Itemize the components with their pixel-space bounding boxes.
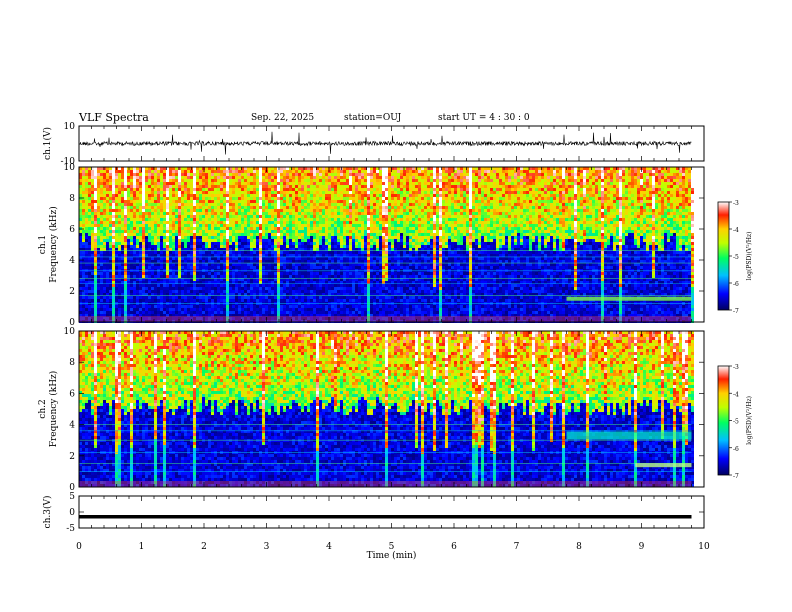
ch1-spectrogram-image [79, 167, 694, 323]
ch2-spectrogram-ylabel-channel: ch.2 [38, 399, 48, 418]
ch1-spectrogram-colorbar-tick-3: -6 [733, 281, 739, 288]
x-tick-label-1: 1 [139, 542, 145, 552]
station-label: station=OUJ [344, 113, 401, 123]
x-tick-label-5: 5 [389, 542, 395, 552]
x-tick-label-8: 8 [576, 542, 582, 552]
figure-title: VLF Spectra [79, 111, 149, 124]
ch1-waveform-panel: 10 -10 ch.1(V) [42, 122, 705, 167]
ch2-spectrogram-ytick-4: 8 [69, 358, 75, 368]
x-axis: 0 1 2 3 4 5 6 7 8 9 10 Time (min) [76, 542, 710, 561]
ch1-spectrogram-colorbar-tick-4: -7 [733, 308, 739, 315]
ch2-spectrogram-ytick-3: 6 [69, 389, 75, 399]
x-tick-label-6: 6 [451, 542, 457, 552]
x-tick-label-7: 7 [514, 542, 520, 552]
x-axis-label: Time (min) [367, 550, 417, 561]
ch2-spectrogram-colorbar-tick-0: -3 [733, 364, 739, 371]
ch2-spectrogram-panel: 0 2 4 6 8 10 ch.2 Frequency (kHz) -3 -4 -5 -6 -7 log(… [38, 327, 753, 493]
x-tick-label-9: 9 [639, 542, 645, 552]
ch1-spectrogram-frame [78, 166, 705, 323]
ch2-spectrogram-colorbar-label: log(PSD)(V²/Hz) [746, 396, 753, 445]
x-tick-label-10: 10 [698, 542, 710, 552]
ch1-waveform-ylabel: ch.1(V) [42, 127, 53, 160]
ch2-spectrogram-ytick-0: 0 [69, 483, 75, 493]
ch2-spectrogram-colorbar-tick-1: -4 [733, 391, 739, 398]
x-tick-label-2: 2 [201, 542, 207, 552]
observation-date: Sep. 22, 2025 [251, 113, 314, 123]
ch1-spectrogram-ylabel-freq: Frequency (kHz) [48, 206, 59, 283]
ch1-spectrogram-ytick-3: 6 [69, 225, 75, 235]
ch2-spectrogram-ytick-1: 2 [69, 452, 75, 462]
start-ut-label: start UT = 4 : 30 : 0 [438, 113, 530, 123]
ch1-spectrogram-ytick-0: 0 [69, 318, 75, 328]
ch1-spectrogram-ytick-4: 8 [69, 194, 75, 204]
ch1-spectrogram-colorbar-tick-0: -3 [733, 200, 739, 207]
x-tick-label-0: 0 [76, 542, 82, 552]
ch3-waveform-ytick-1: 0 [69, 508, 75, 518]
ch2-spectrogram-colorbar-tick-3: -6 [733, 446, 739, 453]
ch2-spectrogram-ytick-2: 4 [69, 421, 75, 431]
ch2-spectrogram-ytick-5: 10 [64, 327, 76, 337]
ch3-waveform-ytick-0: 5 [69, 492, 75, 502]
ch2-spectrogram-colorbar [717, 365, 730, 476]
ch1-waveform-ytick-1: -10 [61, 157, 76, 167]
ch1-spectrogram-panel: 0 2 4 6 8 10 ch.1 Frequency (kHz) -3 -4 -5 -6 -7 log(… [38, 163, 753, 328]
ch1-waveform-ytick-0: 10 [64, 122, 76, 132]
ch3-waveform-ytick-2: -5 [66, 524, 75, 534]
ch3-waveform-ylabel: ch.3(V) [42, 496, 53, 529]
ch1-spectrogram-colorbar [717, 201, 730, 311]
ch2-spectrogram-colorbar-tick-2: -5 [733, 419, 739, 426]
ch2-spectrogram-colorbar-tick-4: -7 [733, 473, 739, 480]
ch1-spectrogram-colorbar-tick-2: -5 [733, 254, 739, 261]
ch1-spectrogram-ytick-2: 4 [69, 256, 75, 266]
ch1-spectrogram-colorbar-tick-1: -4 [733, 227, 739, 234]
ch3-waveform-frame [78, 495, 705, 529]
ch3-waveform-panel: 5 0 -5 ch.3(V) [42, 492, 705, 534]
ch2-spectrogram-image [79, 331, 694, 487]
x-tick-label-3: 3 [264, 542, 270, 552]
ch1-spectrogram-ytick-1: 2 [69, 287, 75, 297]
ch2-spectrogram-frame [78, 330, 705, 488]
ch1-spectrogram-ylabel-channel: ch.1 [38, 235, 48, 254]
ch1-spectrogram-ytick-5: 10 [64, 163, 76, 173]
ch2-spectrogram-ylabel-freq: Frequency (kHz) [48, 371, 59, 448]
ch1-spectrogram-colorbar-label: log(PSD)(V²/Hz) [746, 232, 753, 281]
x-tick-label-4: 4 [326, 542, 332, 552]
ch1-waveform-trace [78, 131, 692, 155]
